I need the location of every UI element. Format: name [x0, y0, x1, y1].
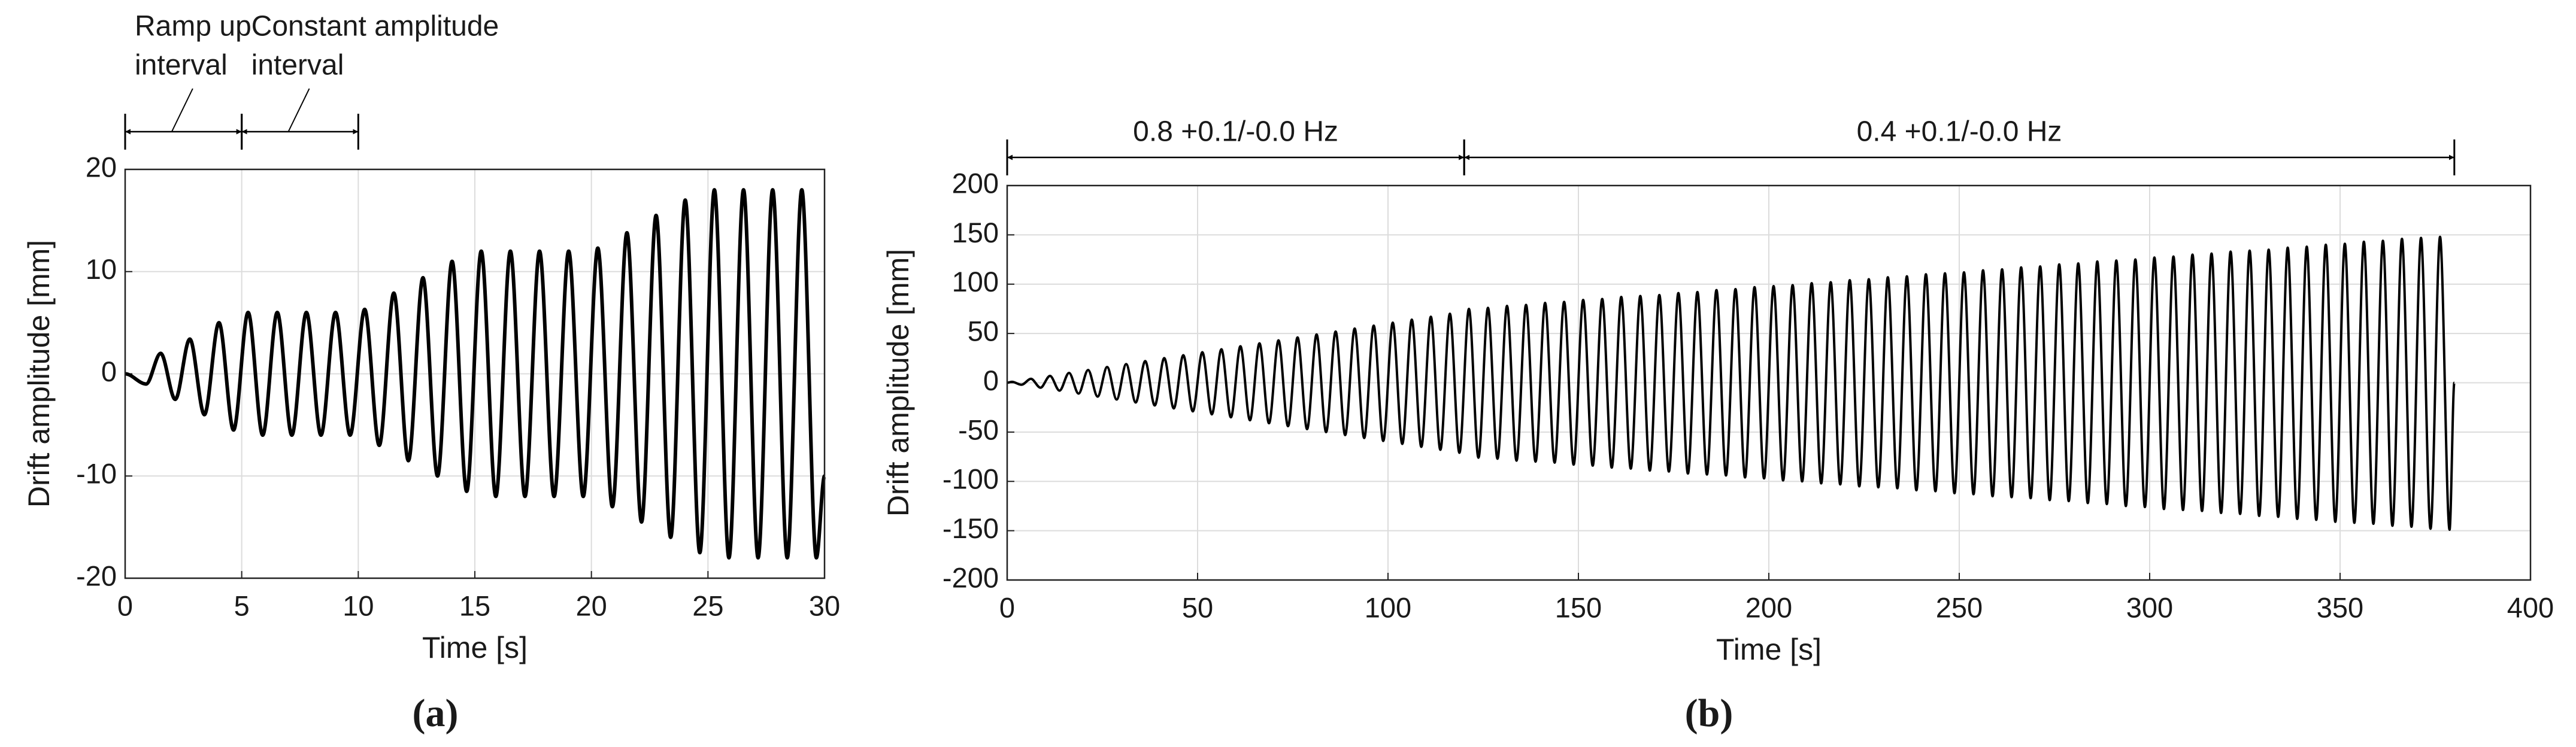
- y-tick-label: 0: [983, 365, 999, 396]
- y-tick-label: -100: [942, 463, 999, 495]
- y-tick-label: 10: [86, 253, 117, 285]
- data-line: [1007, 235, 2456, 531]
- x-tick-label: 100: [1365, 591, 1411, 623]
- interval-label: interval: [251, 50, 344, 81]
- y-tick-label: 150: [952, 217, 999, 248]
- plot-frame: [1006, 184, 2532, 581]
- y-tick-label: -150: [942, 512, 999, 544]
- x-axis-title: Time [s]: [422, 631, 528, 664]
- y-tick-label: -200: [942, 561, 999, 593]
- panel-label: (a): [413, 691, 459, 735]
- y-tick-label: 0: [101, 356, 117, 387]
- x-tick-label: 150: [1555, 591, 1602, 623]
- data-line: [125, 188, 826, 560]
- y-tick-label: 50: [968, 315, 999, 347]
- x-axis-title: Time [s]: [1716, 633, 1822, 666]
- x-tick-label: 5: [234, 590, 250, 621]
- interval-label: 0.8 +0.1/-0.0 Hz: [1133, 116, 1338, 148]
- x-tick-label: 300: [2126, 591, 2173, 623]
- y-tick-label: -10: [76, 458, 117, 490]
- y-axis-title: Drift amplitude [mm]: [881, 249, 915, 517]
- x-tick-label: 0: [999, 591, 1015, 623]
- plot-frame: [124, 168, 826, 579]
- interval-label: 0.4 +0.1/-0.0 Hz: [1857, 116, 2062, 148]
- leader-line: [171, 88, 193, 132]
- interval-label: Constant amplitude: [251, 11, 499, 42]
- panel-label: (b): [1685, 691, 1734, 735]
- x-tick-label: 50: [1182, 591, 1213, 623]
- y-tick-label: 200: [952, 167, 999, 199]
- x-tick-label: 15: [459, 590, 490, 621]
- y-tick-label: 20: [86, 151, 117, 183]
- interval-label: interval: [135, 50, 228, 81]
- x-tick-label: 10: [343, 590, 374, 621]
- x-tick-label: 400: [2507, 591, 2554, 623]
- y-tick-label: -50: [958, 414, 999, 445]
- x-tick-label: 350: [2317, 591, 2363, 623]
- leader-line: [287, 88, 310, 132]
- y-axis-title: Drift amplitude [mm]: [22, 240, 56, 508]
- x-tick-label: 250: [1936, 591, 1983, 623]
- y-tick-label: 100: [952, 266, 999, 297]
- y-tick-label: -20: [76, 560, 117, 591]
- x-tick-label: 25: [692, 590, 723, 621]
- x-tick-label: 200: [1745, 591, 1792, 623]
- x-tick-label: 0: [117, 590, 133, 621]
- interval-label: Ramp up: [135, 11, 251, 42]
- x-tick-label: 30: [809, 590, 840, 621]
- x-tick-label: 20: [576, 590, 607, 621]
